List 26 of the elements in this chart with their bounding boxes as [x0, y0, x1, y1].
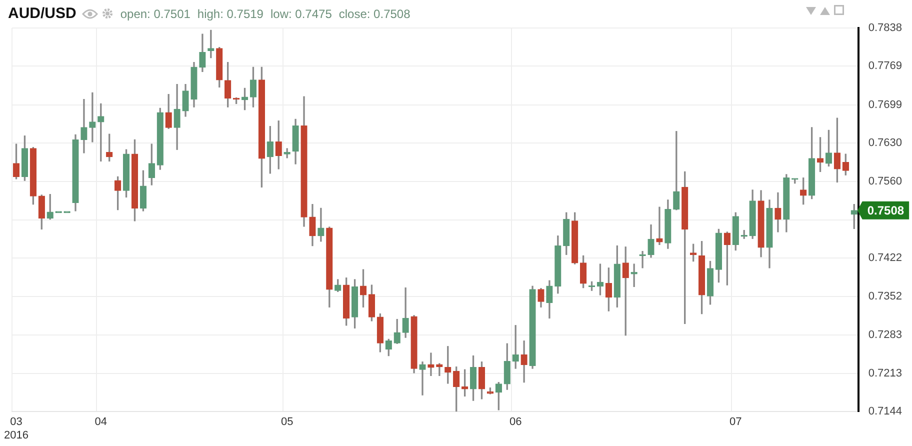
y-tick-label: 0.7352	[868, 290, 902, 303]
chart-title: AUD/USD	[8, 5, 76, 22]
candlestick	[318, 208, 324, 242]
text: high: 0.7519	[197, 6, 264, 20]
candlestick	[419, 362, 426, 396]
x-tick-label: 05	[280, 416, 294, 428]
y-tick-label: 0.7283	[868, 328, 902, 341]
x-tick-label: 06	[509, 416, 522, 428]
text: 0.7508	[867, 204, 904, 218]
text: open: 0.7501	[120, 6, 190, 20]
y-tick-label: 0.7144	[868, 406, 902, 418]
text: close: 0.7508	[338, 6, 410, 20]
y-tick-label: 0.7699	[868, 98, 902, 111]
x-tick-label: 03 2016	[4, 416, 28, 442]
candlestick	[80, 98, 88, 154]
text: low: 0.7475	[270, 6, 332, 20]
x-tick-label: 04	[94, 416, 108, 428]
candlestick	[520, 340, 528, 383]
y-tick-label: 0.7769	[868, 60, 902, 72]
y-tick-label: 0.7630	[868, 137, 902, 149]
y-tick-label: 0.7560	[868, 176, 902, 188]
x-tick-label: 07	[730, 416, 742, 428]
y-tick-label: 0.7838	[868, 22, 902, 34]
y-tick-label: 0.7213	[868, 367, 902, 380]
y-tick-label: 0.7422	[868, 252, 902, 264]
candlestick	[89, 92, 96, 142]
